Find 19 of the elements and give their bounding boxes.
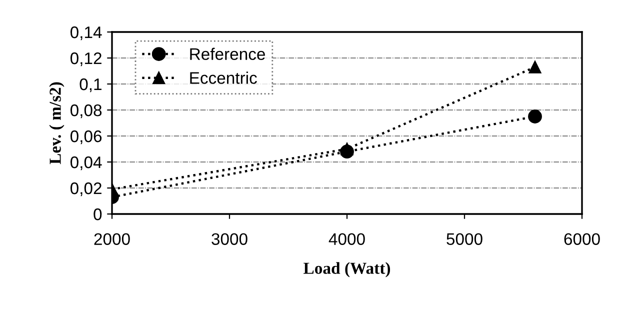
- y-tick-label: 0,06: [70, 130, 102, 144]
- x-tick-label: 6000: [564, 233, 600, 245]
- point: [528, 110, 542, 124]
- x-tick-label: 4000: [328, 233, 365, 245]
- y-tick-label: 0,08: [70, 104, 102, 118]
- y-tick-label: 0: [94, 208, 102, 220]
- x-axis-title: Load (Watt): [304, 262, 390, 278]
- y-tick-label: 0,12: [70, 52, 102, 66]
- y-tick-label: 0,02: [70, 182, 102, 196]
- y-tick-label: 0,14: [70, 26, 102, 40]
- legend-label: Eccentric: [190, 72, 257, 84]
- x-tick-label: 2000: [94, 233, 130, 245]
- point: [340, 144, 354, 159]
- y-axis-title: Lev. ( m/s2): [49, 82, 64, 164]
- y-tick-label: 0,04: [70, 156, 102, 170]
- legend-label: Reference: [190, 48, 265, 60]
- y-tick-label: 0,1: [80, 78, 102, 92]
- x-tick-label: 5000: [446, 233, 482, 245]
- x-tick-label: 3000: [212, 233, 248, 245]
